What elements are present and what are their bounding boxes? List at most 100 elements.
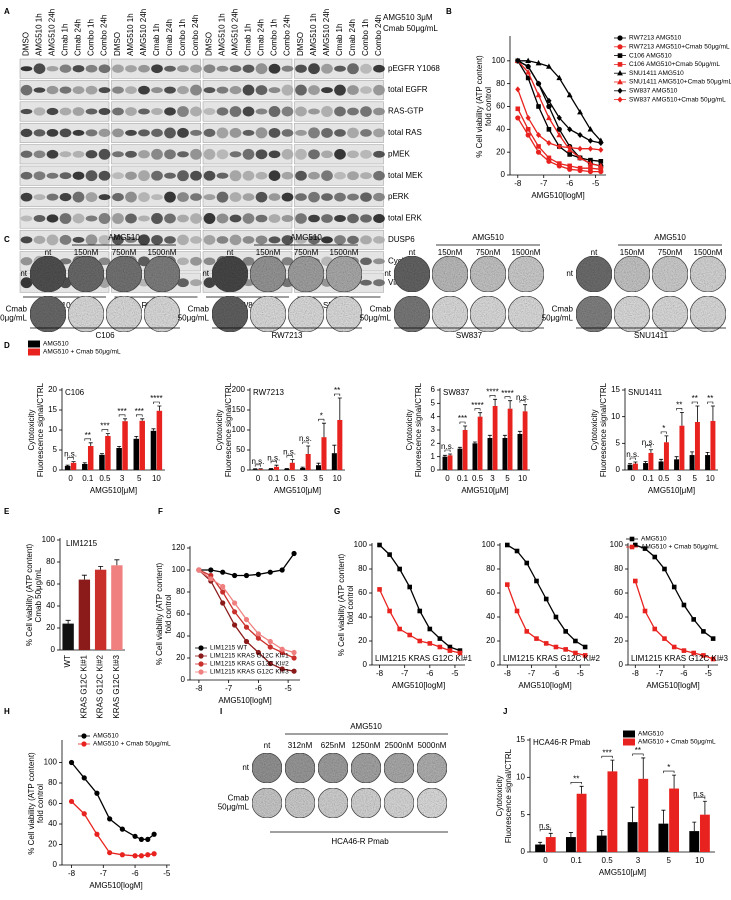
x-tick-label: 5: [319, 474, 324, 483]
blot-band: [72, 65, 85, 73]
legend-marker: [617, 70, 623, 76]
blot-band: [321, 127, 333, 138]
blot-band: [190, 279, 202, 287]
curve: [71, 801, 155, 857]
marker: [119, 826, 125, 832]
blot-band: [98, 234, 111, 245]
y-tick-label: 10: [48, 425, 57, 434]
blot-band: [268, 127, 281, 138]
legend-marker: [617, 35, 623, 41]
marker: [642, 546, 648, 551]
caption: LIM1215 KRAS G12C KI#3: [631, 654, 728, 663]
blot-band: [373, 64, 385, 73]
error-bar: [71, 461, 76, 463]
legend-marker: [198, 661, 204, 667]
x-tick-label: 0.1: [82, 474, 94, 483]
y-tick-label: 0: [53, 465, 58, 474]
sig-bracket: [101, 429, 109, 432]
blot-band: [334, 235, 346, 245]
row-label: nt: [202, 269, 209, 278]
blot-band: [46, 214, 59, 223]
blot-band: [112, 234, 124, 245]
marker: [525, 75, 531, 81]
blot-band: [334, 215, 346, 222]
y-axis-label: % Cell viability (ATP content): [27, 752, 36, 855]
marker: [524, 560, 530, 566]
protein-label: pEGFR Y1068: [388, 64, 440, 73]
y-axis-label: fold control: [484, 87, 493, 126]
dose-label: nt: [591, 248, 598, 257]
error-bar: [695, 405, 700, 422]
blot-band: [242, 170, 255, 181]
blot-band: [190, 256, 202, 266]
blot-band: [164, 65, 176, 72]
blot-band: [138, 170, 150, 182]
blot-band: [112, 172, 124, 180]
colony-dish: [287, 255, 325, 293]
x-tick-label: 0: [543, 856, 548, 865]
bar: [627, 464, 633, 470]
y-tick-label: 80: [614, 564, 623, 573]
x-tick-label: -8: [504, 669, 512, 678]
dose-label: 625nM: [321, 741, 346, 750]
drug-label: AMG510: [654, 233, 686, 242]
blot-band: [164, 191, 176, 203]
sig-bracket: [474, 408, 481, 411]
blot-band: [125, 213, 137, 224]
marker: [504, 582, 510, 587]
blot-band: [59, 213, 72, 224]
x-tick-label: 3: [120, 474, 125, 483]
y-axis-label: Cytotoxicity: [405, 410, 414, 451]
sig-bracket: [153, 401, 160, 404]
x-tick-label: 0.1: [457, 474, 469, 483]
blot-band: [295, 170, 307, 181]
bar: [321, 437, 327, 470]
y-axis-label: Cmab 50μg/mL: [34, 567, 43, 622]
blot-band: [151, 170, 163, 181]
error-bar: [123, 418, 128, 422]
x-tick-label: -6: [680, 669, 688, 678]
marker: [447, 648, 453, 653]
dose-label: 2500nM: [385, 741, 414, 750]
blot-band: [203, 277, 216, 288]
marker: [577, 165, 583, 171]
legend-marker: [629, 536, 635, 542]
lane-label: DMSO: [296, 32, 305, 56]
blot-band: [203, 128, 216, 138]
marker: [220, 569, 226, 575]
legend-label: SNU1411 AMG510+Cmab 50μg/mL: [629, 79, 731, 86]
lane-label: Combo 24h: [374, 15, 383, 56]
x-tick-label: KRAS G12C KI#1: [79, 654, 88, 718]
significance: ***: [117, 407, 126, 416]
marker: [632, 542, 638, 548]
y-tick-label: 60: [614, 588, 623, 597]
dose-label: nt: [45, 248, 52, 257]
marker: [208, 576, 214, 582]
marker: [279, 646, 285, 652]
sig-bracket: [270, 460, 277, 464]
colony-dish: [143, 255, 181, 293]
bar: [535, 844, 546, 852]
blot-band: [112, 151, 124, 158]
significance: n.s.: [642, 438, 655, 447]
blot-band: [229, 65, 242, 73]
legend-label: C106 AMG510+Cmab 50μg/mL: [629, 61, 720, 68]
marker: [525, 132, 531, 138]
blot-band: [85, 64, 98, 73]
x-axis-label: AMG510[μM]: [274, 486, 321, 495]
blot-band: [85, 215, 98, 222]
blot-band: [308, 235, 320, 245]
sig-bracket: [519, 400, 526, 403]
marker: [588, 157, 593, 163]
blot-band: [20, 108, 33, 115]
blot-band: [190, 148, 202, 160]
row-label: 50μg/mL: [178, 314, 210, 323]
blot-band: [72, 86, 85, 94]
bar: [133, 438, 140, 470]
row-label: 50μg/mL: [218, 803, 250, 812]
marker: [504, 542, 510, 548]
lane-label: AMG510 1h: [218, 13, 227, 56]
blot-band: [59, 64, 72, 73]
blot-band: [216, 213, 229, 224]
y-tick-label: 50: [236, 445, 245, 454]
